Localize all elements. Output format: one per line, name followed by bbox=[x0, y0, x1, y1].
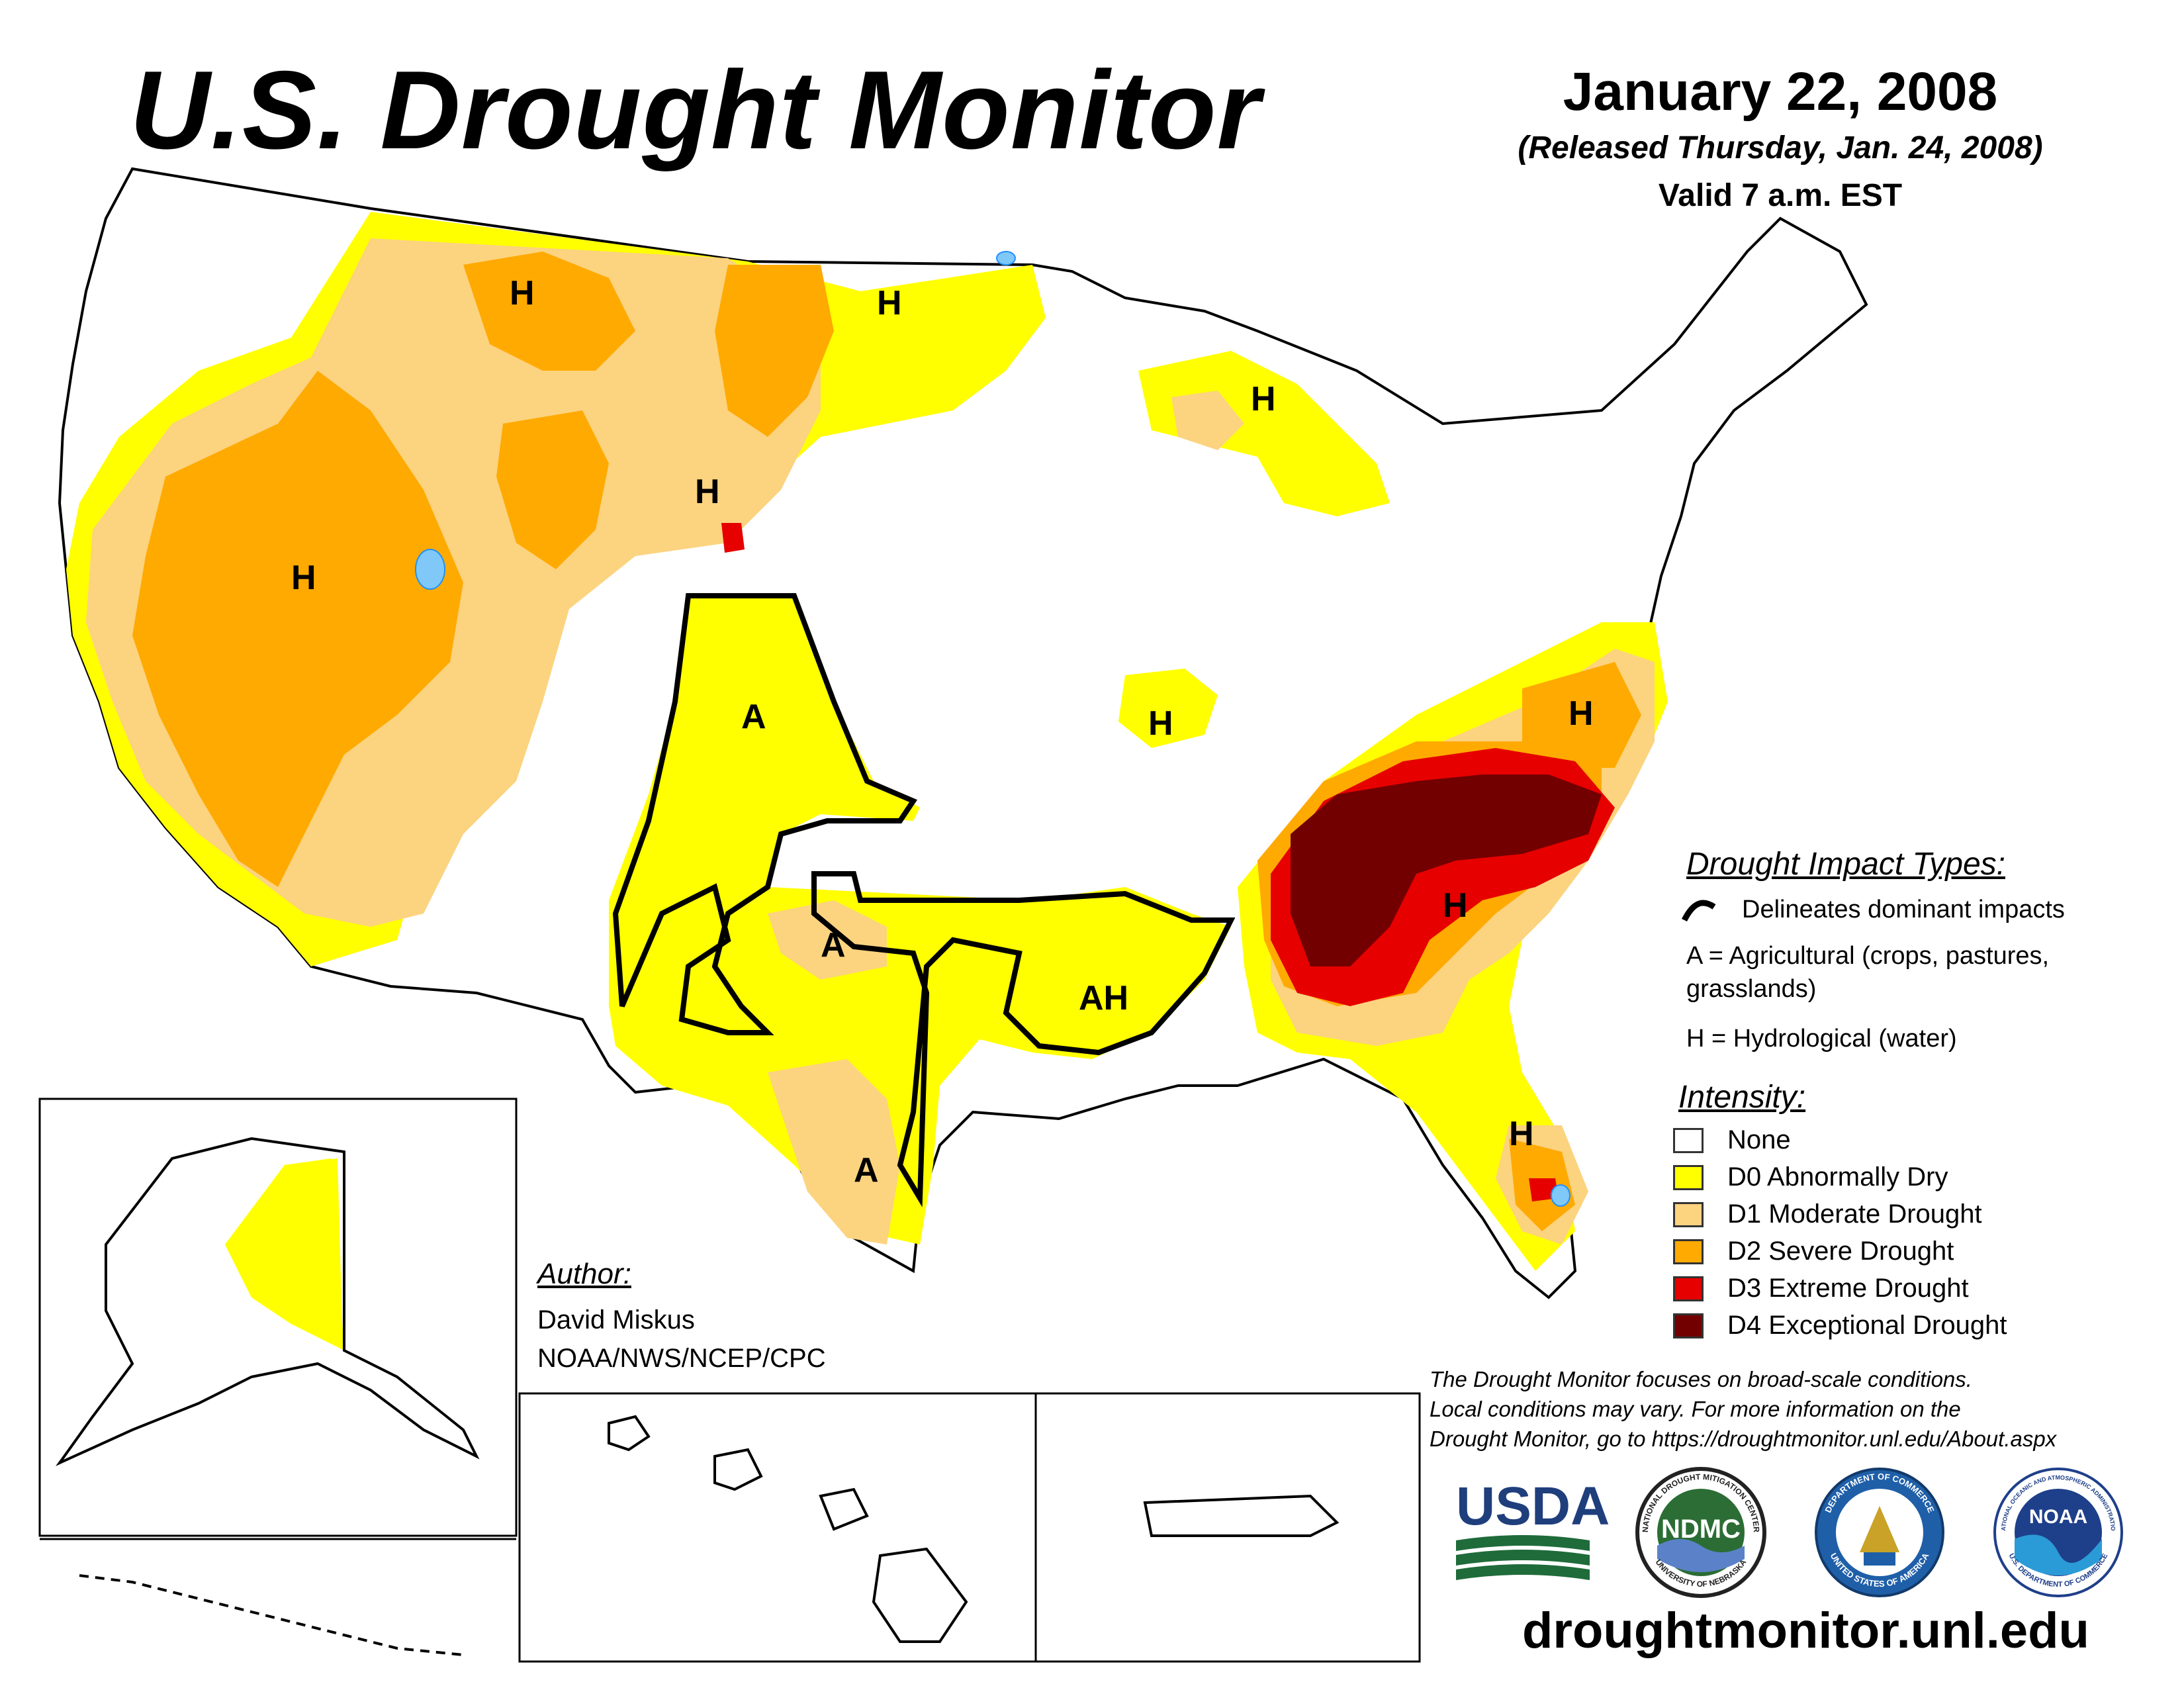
swatch-d3 bbox=[1673, 1276, 1704, 1301]
puerto-rico bbox=[1143, 1494, 1340, 1537]
water-features bbox=[415, 251, 1570, 1207]
agency-logos: USDA NDMC NATIONAL DROUGHT MITIGATION CE… bbox=[1456, 1467, 2123, 1598]
map-label-h-nevada: H bbox=[291, 559, 316, 597]
map-label-a-texas-north: A bbox=[821, 926, 846, 964]
devils-lake bbox=[996, 251, 1016, 265]
intensity-item-d4: D4 Exceptional Drought bbox=[1673, 1311, 2007, 1340]
alaska-outline bbox=[56, 1137, 480, 1466]
d1-michigan bbox=[1171, 391, 1244, 450]
noaa-logo: NOAA NATIONAL OCEANIC AND ATMOSPHERIC AD… bbox=[1993, 1468, 2123, 1597]
swatch-d1 bbox=[1673, 1201, 1704, 1227]
swatch-d0 bbox=[1673, 1164, 1704, 1190]
oahu bbox=[713, 1448, 763, 1491]
d3-wyoming-spot bbox=[721, 523, 745, 553]
impact-line-plains bbox=[612, 593, 917, 1035]
ndmc-logo-text: NDMC bbox=[1661, 1515, 1741, 1544]
release-date: (Released Thursday, Jan. 24, 2008) bbox=[1518, 130, 2043, 165]
intensity-label-d3: D3 Extreme Drought bbox=[1727, 1274, 1969, 1303]
swatch-none bbox=[1673, 1127, 1704, 1153]
map-label-h-virginia: H bbox=[1569, 694, 1594, 733]
d0-michigan bbox=[1138, 351, 1390, 516]
usda-logo-text: USDA bbox=[1456, 1476, 1610, 1536]
intensity-label-d4: D4 Exceptional Drought bbox=[1727, 1311, 2007, 1340]
impact-legend-delineates: Delineates dominant impacts bbox=[1742, 896, 2065, 923]
d2-wyoming bbox=[496, 410, 609, 569]
impact-legend-hydrological: H = Hydrological (water) bbox=[1686, 1025, 1957, 1053]
intensity-item-d0: D0 Abnormally Dry bbox=[1673, 1162, 1948, 1192]
usda-logo: USDA bbox=[1456, 1476, 1610, 1580]
author-name: David Miskus bbox=[537, 1305, 695, 1335]
d0-plains-texas bbox=[609, 596, 1231, 1244]
noaa-logo-text: NOAA bbox=[2029, 1506, 2087, 1528]
impact-labels: H H H H H H H H H A A A AH bbox=[291, 274, 1594, 1190]
map-label-h-montana: H bbox=[510, 274, 535, 312]
impact-line-swatch bbox=[1681, 900, 1716, 922]
swatch-d2 bbox=[1673, 1239, 1704, 1264]
map-label-h-illinois: H bbox=[1148, 704, 1173, 743]
great-salt-lake bbox=[415, 549, 445, 590]
intensity-label-d2: D2 Severe Drought bbox=[1727, 1237, 1954, 1266]
intensity-item-d1: D1 Moderate Drought bbox=[1673, 1199, 1982, 1229]
d1-texas bbox=[768, 1059, 900, 1244]
alaska-inset bbox=[38, 1098, 518, 1656]
d0-illinois bbox=[1118, 669, 1218, 748]
map-date: January 22, 2008 bbox=[1563, 62, 1998, 122]
intensity-item-none: None bbox=[1673, 1125, 1791, 1155]
kauai bbox=[608, 1415, 651, 1452]
page-title: U.S. Drought Monitor bbox=[130, 48, 1261, 172]
hawaii-inset bbox=[518, 1392, 1037, 1663]
d1-texas-north bbox=[768, 900, 887, 980]
map-label-a-kansas: A bbox=[741, 698, 766, 736]
impact-delineations bbox=[612, 593, 1236, 1207]
d2-dakotas bbox=[715, 265, 834, 437]
maui bbox=[819, 1487, 869, 1531]
disclaimer-line-3[interactable]: Drought Monitor, go to https://droughtmo… bbox=[1430, 1426, 2057, 1451]
map-label-h-georgia: H bbox=[1443, 886, 1468, 925]
map-label-h-florida: H bbox=[1509, 1115, 1534, 1153]
intensity-label-d0: D0 Abnormally Dry bbox=[1727, 1162, 1948, 1192]
impact-line-south bbox=[811, 871, 1236, 1207]
d4-regions bbox=[1291, 774, 1602, 966]
map-label-a-texas-south: A bbox=[854, 1151, 879, 1190]
d4-southeast bbox=[1291, 774, 1602, 966]
intensity-label-none: None bbox=[1727, 1125, 1791, 1154]
intensity-legend-heading: Intensity: bbox=[1678, 1080, 1806, 1115]
big-island bbox=[872, 1547, 968, 1643]
puerto-rico-inset bbox=[1034, 1392, 1421, 1663]
map-label-h-wyoming: H bbox=[695, 473, 720, 511]
disclaimer-line-2: Local conditions may vary. For more info… bbox=[1430, 1396, 1961, 1421]
valid-time: Valid 7 a.m. EST bbox=[1658, 178, 1903, 213]
impact-legend-agricultural-cont: grasslands) bbox=[1686, 975, 1817, 1003]
alaska-d0 bbox=[225, 1158, 343, 1347]
commerce-logo: DEPARTMENT OF COMMERCE UNITED STATES OF … bbox=[1815, 1468, 1944, 1597]
intensity-item-d3: D3 Extreme Drought bbox=[1673, 1274, 1969, 1303]
lake-okeechobee bbox=[1551, 1184, 1570, 1207]
map-label-ah-arkansas: AH bbox=[1079, 979, 1128, 1017]
map-label-h-north-dakota: H bbox=[877, 284, 902, 322]
d2-great-basin bbox=[132, 371, 463, 887]
impact-legend-agricultural: A = Agricultural (crops, pastures, bbox=[1686, 942, 2050, 970]
disclaimer-line-1: The Drought Monitor focuses on broad-sca… bbox=[1430, 1367, 1972, 1391]
intensity-item-d2: D2 Severe Drought bbox=[1673, 1237, 1954, 1266]
aleutians bbox=[79, 1574, 464, 1656]
d2-montana bbox=[463, 252, 635, 371]
swatch-d4 bbox=[1673, 1313, 1704, 1338]
disclaimer: The Drought Monitor focuses on broad-sca… bbox=[1430, 1365, 2171, 1454]
d2-carolinas bbox=[1522, 662, 1641, 768]
author-affiliation: NOAA/NWS/NCEP/CPC bbox=[537, 1344, 826, 1373]
author-heading: Author: bbox=[537, 1258, 631, 1290]
impact-legend-heading: Drought Impact Types: bbox=[1686, 847, 2005, 882]
map-label-h-michigan: H bbox=[1251, 380, 1276, 418]
ndmc-logo: NDMC NATIONAL DROUGHT MITIGATION CENTER … bbox=[1635, 1467, 1766, 1598]
website-link[interactable]: droughtmonitor.unl.edu bbox=[1522, 1603, 2089, 1659]
intensity-label-d1: D1 Moderate Drought bbox=[1727, 1199, 1982, 1229]
